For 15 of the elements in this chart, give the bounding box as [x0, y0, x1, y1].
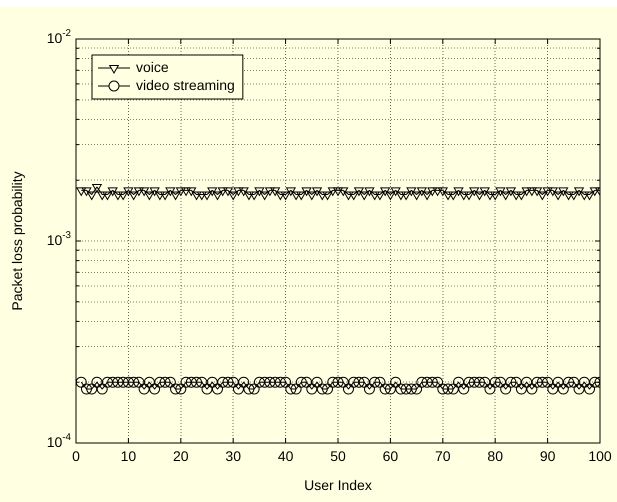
x-tick-label: 80	[487, 448, 504, 464]
x-tick-label: 100	[588, 448, 612, 464]
x-axis-title: User Index	[304, 476, 372, 493]
x-tick-label: 60	[382, 448, 398, 464]
legend-label: voice	[136, 58, 169, 75]
x-tick-label: 20	[173, 448, 189, 464]
x-tick-label: 30	[225, 448, 242, 464]
x-tick-label: 90	[540, 448, 556, 464]
x-tick-label: 50	[330, 448, 346, 464]
x-tick-label: 40	[278, 448, 294, 464]
x-tick-label: 10	[120, 448, 136, 464]
x-tick-label: 70	[435, 448, 451, 464]
legend-label: video streaming	[136, 76, 235, 93]
x-tick-label: 0	[72, 448, 80, 464]
y-axis-title: Packet loss probability	[8, 171, 25, 311]
